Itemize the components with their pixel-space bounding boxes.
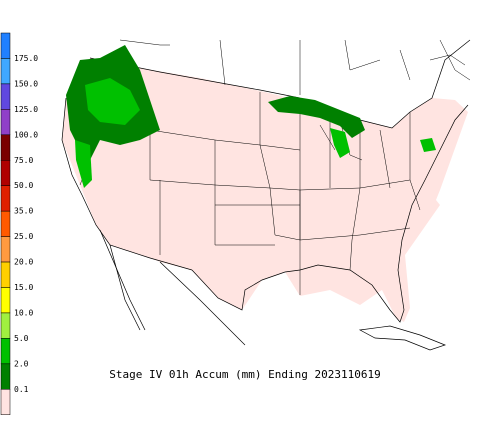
legend-swatch xyxy=(0,109,11,136)
legend-swatch xyxy=(0,338,11,365)
legend-label: 25.0 xyxy=(14,232,33,241)
legend-swatch xyxy=(0,363,11,390)
legend-label: 10.0 xyxy=(14,308,33,317)
legend-swatch xyxy=(0,287,11,314)
legend-swatch xyxy=(0,236,11,263)
canada-lakes xyxy=(119,39,471,161)
legend-swatch xyxy=(0,58,11,85)
legend-label: 175.0 xyxy=(14,54,38,63)
legend-swatch xyxy=(0,185,11,212)
legend-label: 125.0 xyxy=(14,105,38,114)
legend-label: 50.0 xyxy=(14,181,33,190)
precip-areas xyxy=(66,45,436,188)
legend-label: 150.0 xyxy=(14,79,38,88)
precip-area xyxy=(330,128,350,158)
legend-label: 2.0 xyxy=(14,359,29,368)
precip-area xyxy=(420,138,436,152)
legend: 175.0 150.0 125.0 100.0 75.0 50.0 35.0 25.0 20.0… xyxy=(0,32,38,415)
legend-swatch xyxy=(0,210,11,237)
legend-label: 75.0 xyxy=(14,156,33,165)
cuba xyxy=(358,325,447,351)
legend-label: 5.0 xyxy=(14,334,29,343)
legend-label: 20.0 xyxy=(14,258,33,267)
precip-area xyxy=(85,78,140,125)
legend-label: 100.0 xyxy=(14,130,38,139)
legend-swatch xyxy=(0,389,11,415)
legend-swatch xyxy=(0,160,11,186)
legend-swatch xyxy=(0,134,11,161)
legend-label: 35.0 xyxy=(14,207,33,216)
legend-swatch xyxy=(0,83,11,110)
map xyxy=(61,39,471,351)
legend-swatch xyxy=(0,261,11,288)
conus-land xyxy=(62,58,468,322)
precip-area xyxy=(268,96,365,138)
mexico xyxy=(109,244,246,346)
legend-swatch xyxy=(0,312,11,339)
legend-swatch xyxy=(0,32,11,59)
legend-label: 0.1 xyxy=(14,385,29,394)
precip-area xyxy=(75,140,92,188)
legend-label: 15.0 xyxy=(14,283,33,292)
caption: Stage IV 01h Accum (mm) Ending 202311061… xyxy=(109,368,381,381)
